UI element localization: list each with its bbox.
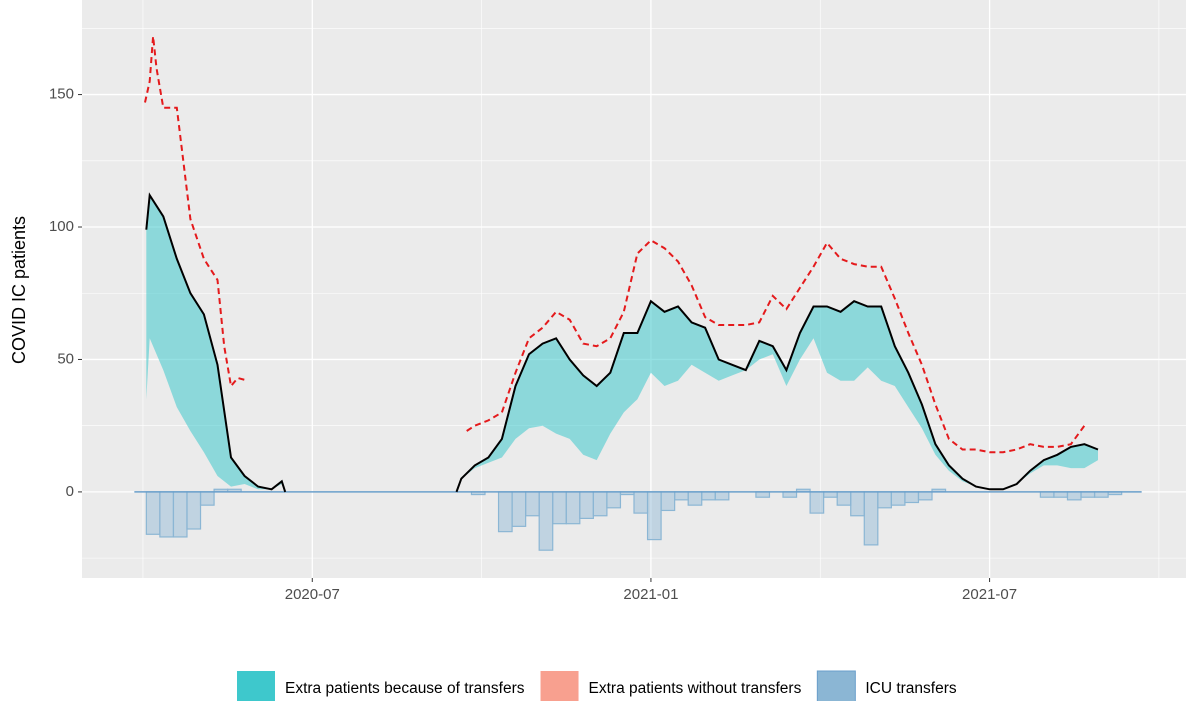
x-tick-label: 2020-07: [285, 586, 340, 603]
y-tick-label: 0: [66, 483, 74, 500]
bar: [1080, 491, 1096, 498]
bar: [823, 491, 838, 498]
legend-key: [816, 670, 856, 701]
bar: [782, 491, 798, 498]
bar: [199, 491, 215, 506]
y-tick-label: 50: [57, 350, 74, 367]
y-axis-title: COVID IC patients: [9, 216, 29, 364]
bar: [904, 491, 920, 504]
bar: [159, 491, 175, 538]
bar: [877, 491, 892, 509]
bar: [1066, 491, 1082, 501]
bar: [186, 491, 202, 530]
line: [455, 299, 1099, 493]
y-tick-label: 150: [49, 86, 74, 103]
plot-panel: [82, 0, 1186, 578]
legend-label: ICU transfers: [865, 680, 957, 697]
bar: [917, 491, 933, 501]
y-tick-label: 100: [49, 218, 74, 235]
legend-label: Extra patients because of transfers: [285, 680, 525, 697]
bar: [565, 491, 581, 525]
x-tick-label: 2021-01: [623, 586, 678, 603]
bar: [755, 491, 771, 498]
bar: [633, 491, 649, 514]
bar: [1053, 491, 1069, 498]
line: [145, 192, 287, 493]
bar: [606, 491, 622, 509]
bar: [674, 491, 689, 501]
bar: [538, 491, 554, 551]
ribbon: [456, 301, 1098, 492]
bar: [890, 491, 906, 506]
legend-label: Extra patients without transfers: [589, 680, 802, 697]
bar: [1093, 491, 1109, 498]
bar: [552, 491, 567, 525]
bar: [660, 491, 676, 512]
bar: [511, 491, 527, 527]
legend-key: [237, 671, 275, 701]
bar: [850, 491, 865, 517]
bar: [863, 491, 879, 546]
bar: [172, 491, 188, 538]
bar: [1039, 491, 1055, 498]
ribbon: [146, 195, 286, 492]
bar: [592, 491, 608, 517]
bar: [579, 491, 594, 519]
bar: [809, 491, 825, 514]
bar: [497, 491, 513, 533]
dashed-line: [466, 239, 1086, 454]
bar: [701, 491, 716, 501]
bar: [687, 491, 703, 506]
legend-key: [540, 671, 579, 701]
bar: [145, 491, 161, 535]
x-tick-label: 2021-07: [962, 586, 1017, 603]
bar: [714, 491, 730, 501]
bar: [525, 491, 540, 517]
dashed-line: [144, 36, 249, 389]
bar: [646, 491, 662, 541]
bar: [836, 491, 852, 506]
